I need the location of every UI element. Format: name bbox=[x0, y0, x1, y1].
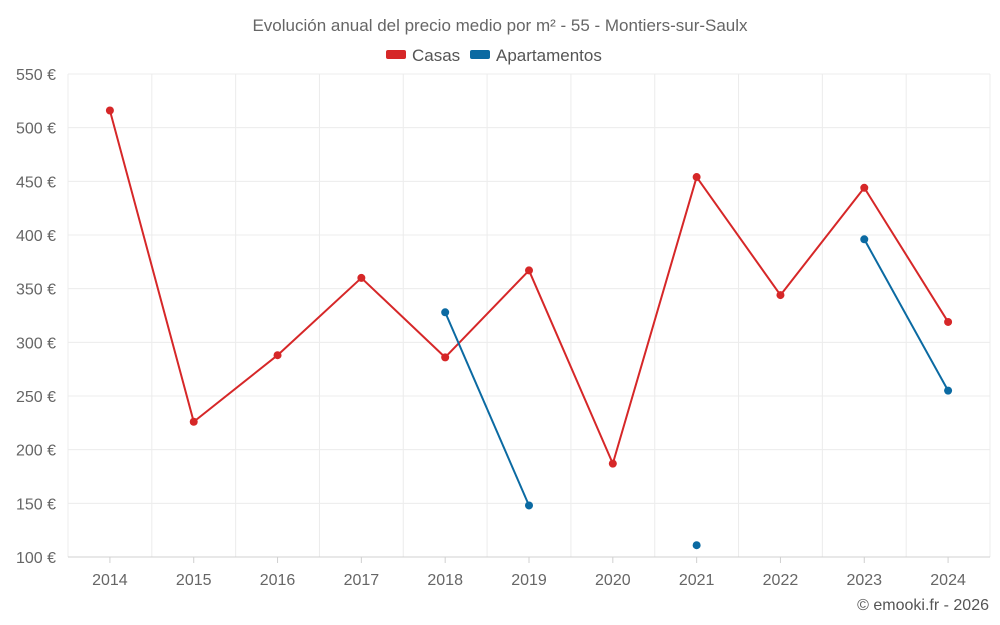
data-point-apartamentos-2024[interactable] bbox=[944, 386, 953, 395]
data-point-casas-2024[interactable] bbox=[944, 317, 953, 326]
data-point-apartamentos-2021[interactable] bbox=[692, 541, 701, 550]
data-point-casas-2015[interactable] bbox=[189, 417, 198, 426]
data-point-casas-2017[interactable] bbox=[357, 273, 366, 282]
legend-item-apartamentos[interactable]: Apartamentos bbox=[470, 46, 602, 65]
x-axis: 2014 2015 2016 2017 2018 2019 2020 2021 2022 2023… bbox=[68, 556, 990, 589]
legend-swatch bbox=[386, 50, 406, 59]
series-casas bbox=[105, 106, 953, 468]
x-tick-label: 2022 bbox=[763, 572, 799, 589]
y-axis: 100 € 150 € 200 € 250 € 300 € 350 € 400 € 450 €… bbox=[16, 67, 56, 567]
grid bbox=[67, 73, 991, 557]
x-tick-label: 2023 bbox=[846, 572, 882, 589]
y-tick-label: 450 € bbox=[16, 174, 56, 191]
y-tick-label: 200 € bbox=[16, 443, 56, 460]
x-tick-label: 2017 bbox=[344, 572, 380, 589]
y-tick-label: 350 € bbox=[16, 282, 56, 299]
legend-label: Casas bbox=[412, 46, 460, 65]
series-line-apartamentos bbox=[863, 238, 949, 392]
series-line-apartamentos bbox=[444, 311, 530, 506]
data-point-casas-2014[interactable] bbox=[105, 106, 114, 115]
data-point-apartamentos-2023[interactable] bbox=[860, 235, 869, 244]
y-tick-label: 100 € bbox=[16, 550, 56, 567]
chart-title: Evolución anual del precio medio por m² … bbox=[252, 16, 748, 35]
legend-swatch bbox=[470, 50, 490, 59]
credit-text: © emooki.fr - 2026 bbox=[857, 597, 989, 614]
x-tick-label: 2019 bbox=[511, 572, 547, 589]
y-tick-label: 300 € bbox=[16, 335, 56, 352]
x-tick-label: 2014 bbox=[92, 572, 128, 589]
series-apartamentos bbox=[441, 235, 953, 550]
x-tick-label: 2024 bbox=[930, 572, 966, 589]
y-tick-label: 500 € bbox=[16, 121, 56, 138]
y-tick-label: 550 € bbox=[16, 67, 56, 84]
data-point-casas-2022[interactable] bbox=[776, 291, 785, 300]
x-tick-label: 2021 bbox=[679, 572, 715, 589]
x-tick-label: 2016 bbox=[260, 572, 296, 589]
data-point-casas-2016[interactable] bbox=[273, 351, 282, 360]
data-point-casas-2021[interactable] bbox=[692, 173, 701, 182]
data-point-casas-2019[interactable] bbox=[525, 266, 533, 275]
data-point-apartamentos-2019[interactable] bbox=[525, 501, 533, 510]
y-tick-label: 150 € bbox=[16, 496, 56, 513]
series-layer bbox=[105, 106, 953, 550]
legend-item-casas[interactable]: Casas bbox=[386, 46, 460, 65]
data-point-casas-2020[interactable] bbox=[608, 459, 617, 468]
legend-label: Apartamentos bbox=[496, 46, 602, 65]
x-tick-label: 2018 bbox=[427, 572, 463, 589]
x-tick-label: 2020 bbox=[595, 572, 631, 589]
legend: Casas Apartamentos bbox=[386, 46, 602, 65]
data-point-casas-2018[interactable] bbox=[441, 353, 450, 362]
y-tick-label: 400 € bbox=[16, 228, 56, 245]
y-tick-label: 250 € bbox=[16, 389, 56, 406]
x-tick-label: 2015 bbox=[176, 572, 212, 589]
data-point-casas-2023[interactable] bbox=[860, 183, 869, 192]
data-point-apartamentos-2018[interactable] bbox=[441, 308, 450, 317]
